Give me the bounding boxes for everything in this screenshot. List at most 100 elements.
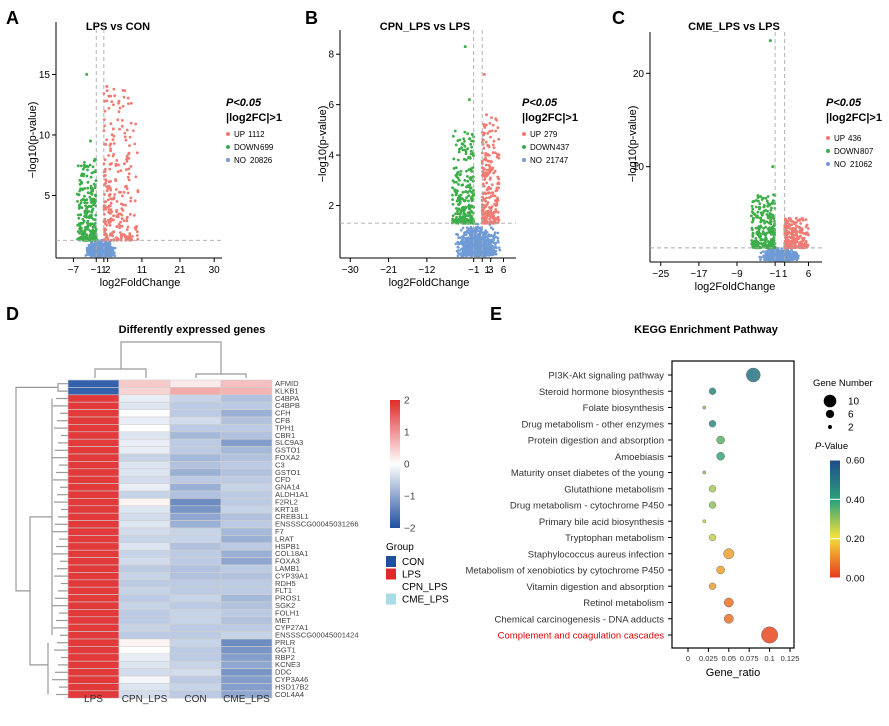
legend-count-no: 21062 xyxy=(850,160,873,169)
heatmap-cell xyxy=(118,557,171,566)
up-point xyxy=(804,218,808,222)
down-point xyxy=(459,169,463,173)
gene-label: FLT1 xyxy=(275,586,292,595)
no-point xyxy=(483,250,486,253)
heatmap-cell xyxy=(118,579,171,588)
up-point xyxy=(105,206,108,210)
up-point xyxy=(495,201,499,205)
heatmap-cell xyxy=(67,668,120,677)
no-point xyxy=(102,250,106,253)
up-point xyxy=(486,186,490,190)
no-point xyxy=(465,251,469,255)
heatmap-cell xyxy=(220,594,273,603)
pathway-bubble xyxy=(761,626,779,644)
heatmap-cell xyxy=(220,564,273,573)
up-point xyxy=(118,106,122,110)
heatmap-cell xyxy=(67,638,120,647)
heatmap-cell xyxy=(118,490,171,499)
no-point xyxy=(480,251,483,254)
down-point xyxy=(463,130,467,134)
up-point xyxy=(102,208,106,211)
heatmap-cell xyxy=(169,646,222,655)
group-label: CON xyxy=(402,557,424,568)
down-point xyxy=(469,178,473,182)
down-point xyxy=(465,196,468,200)
legend-label-no: NO xyxy=(834,160,846,169)
down-point xyxy=(772,239,776,242)
panel-c-criteria-p: P<0.05 xyxy=(826,97,862,109)
up-point xyxy=(105,185,109,189)
up-point xyxy=(107,154,110,157)
down-point xyxy=(466,175,469,178)
no-point xyxy=(99,250,103,254)
up-point xyxy=(481,131,484,134)
down-point xyxy=(89,198,93,202)
down-point xyxy=(757,199,760,203)
down-point xyxy=(763,221,766,225)
gene-labels: AFMIDKLKB1C4BPAC4BPBCFHCFBTPH1CBR1SLC9A3… xyxy=(275,379,359,699)
x-tick-label: 0 xyxy=(686,654,690,663)
pathway-bubble xyxy=(708,420,717,428)
up-point xyxy=(798,231,802,234)
group-swatch-lps xyxy=(386,568,396,580)
up-point xyxy=(482,168,486,171)
heatmap-cell xyxy=(169,527,222,536)
up-point xyxy=(801,218,805,222)
group-swatch-cpn-lps xyxy=(386,581,396,592)
down-point xyxy=(86,219,90,223)
gene-label: ENSSSCG00045031266 xyxy=(275,520,359,529)
gene-label: LRAT xyxy=(275,534,294,543)
up-point xyxy=(482,218,486,222)
down-point xyxy=(759,224,762,228)
heatmap-cell xyxy=(67,424,120,433)
dendro-branch xyxy=(29,516,52,666)
heatmap-cell xyxy=(220,424,273,433)
up-point xyxy=(123,135,127,139)
heatmap-cell xyxy=(220,549,273,558)
up-point xyxy=(497,181,500,185)
no-point xyxy=(96,243,100,246)
up-point xyxy=(122,190,126,194)
up-point xyxy=(480,203,484,207)
down-point xyxy=(84,213,88,217)
up-point xyxy=(115,208,119,212)
up-point xyxy=(783,242,787,245)
panel-a-points xyxy=(56,22,222,258)
pathway-label: Protein digestion and absorption xyxy=(528,436,664,447)
heatmap-cell xyxy=(67,542,120,551)
legend-dot-down xyxy=(826,149,830,153)
heatmap-cell xyxy=(220,668,273,677)
down-point xyxy=(468,219,472,222)
heatmap-cell xyxy=(220,557,273,566)
up-point xyxy=(793,238,796,242)
panel-e-title: KEGG Enrichment Pathway xyxy=(634,324,779,336)
panel-c-title: CME_LPS vs LPS xyxy=(688,21,780,33)
heatmap-cell xyxy=(67,549,120,558)
gene-label: KLKB1 xyxy=(275,386,299,395)
up-point xyxy=(125,187,129,191)
up-point xyxy=(789,231,793,235)
heatmap-cell xyxy=(220,690,273,699)
down-point xyxy=(451,198,454,202)
heatmap-cell xyxy=(118,409,171,418)
x-tick-label: 0.075 xyxy=(740,654,759,663)
heatmap-cell xyxy=(169,461,222,470)
no-point xyxy=(786,248,790,252)
up-point xyxy=(121,209,125,212)
no-point xyxy=(486,253,490,257)
heatmap-cell xyxy=(118,594,171,603)
no-point xyxy=(470,239,474,242)
down-point xyxy=(751,228,754,232)
down-point xyxy=(753,240,757,244)
down-point xyxy=(451,186,454,190)
no-point xyxy=(484,254,487,258)
up-point xyxy=(493,202,496,206)
up-point xyxy=(110,100,114,104)
up-point xyxy=(120,234,124,238)
heatmap-cell xyxy=(169,579,222,588)
up-point xyxy=(122,219,126,223)
down-point xyxy=(86,228,90,231)
up-point xyxy=(794,241,797,245)
heatmap-cell xyxy=(220,683,273,692)
color-scale-tick: 0 xyxy=(404,460,410,471)
